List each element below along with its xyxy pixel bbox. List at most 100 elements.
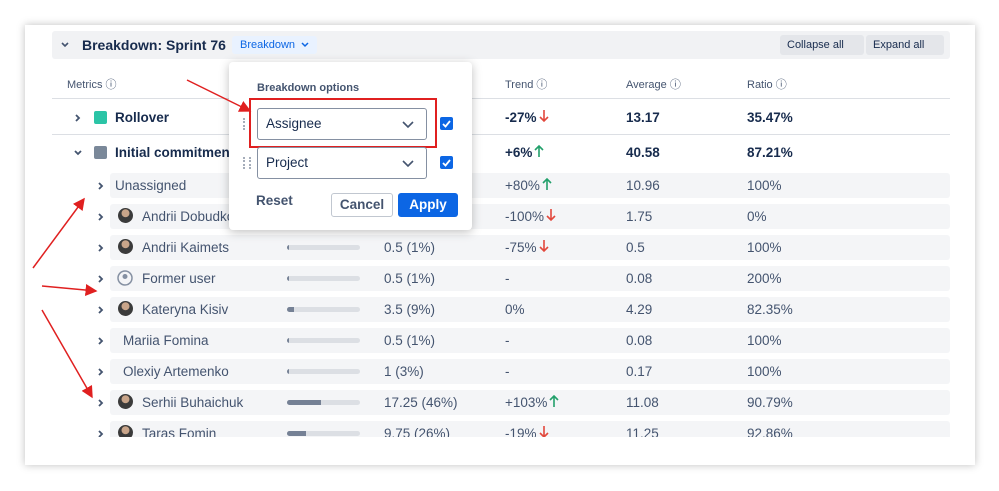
progress-track: [287, 245, 360, 250]
metric-name: Rollover: [115, 110, 170, 125]
chevron: [402, 160, 414, 168]
average: 40.58: [626, 145, 660, 160]
progress-fill: [287, 338, 289, 343]
reset-button[interactable]: Reset: [256, 193, 293, 208]
average: 11.08: [626, 395, 659, 410]
row-bg: [110, 235, 950, 260]
expand-chevron[interactable]: [96, 429, 106, 437]
row: Andrii Kaimets 0.5 (1%) -75% 0.5 100%: [52, 234, 950, 261]
average: 0.5: [626, 240, 645, 255]
progress-fill: [287, 431, 306, 436]
chevron-path: [98, 399, 104, 407]
trend: -19%: [505, 426, 537, 437]
expand-chevron[interactable]: [73, 148, 83, 158]
chevron-path: [75, 114, 81, 122]
arrow-path: [538, 110, 549, 123]
progress-fill: [287, 369, 290, 374]
metric-color: [94, 146, 107, 159]
ratio: 0%: [747, 209, 767, 224]
expand-chevron[interactable]: [96, 243, 106, 253]
cancel-button[interactable]: Cancel: [331, 193, 393, 217]
member-name: Andrii Dobudko: [142, 209, 235, 224]
arrow: [41, 284, 98, 297]
ratio: 87.21%: [747, 145, 793, 160]
value: 3.5 (9%): [384, 302, 436, 317]
expand-chevron[interactable]: [96, 336, 106, 346]
member-name: Olexiy Artemenko: [123, 364, 229, 379]
col-label: Trend: [505, 79, 534, 91]
member-name: Mariia Fomina: [123, 333, 209, 348]
chevron-path: [98, 275, 104, 283]
expand-chevron[interactable]: [96, 212, 106, 222]
row: Taras Fomin 9.75 (26%) -19% 11.25 92.86%: [52, 420, 950, 437]
popup-title: Breakdown options: [257, 82, 360, 94]
collapse-all[interactable]: Collapse all: [780, 35, 864, 55]
ratio: 100%: [747, 240, 782, 255]
member-name: Kateryna Kisiv: [142, 302, 229, 317]
ratio: 35.47%: [747, 110, 793, 125]
arrow: [32, 197, 85, 269]
avatar: [118, 394, 133, 409]
expand-chevron[interactable]: [96, 367, 106, 377]
select-label: Assignee: [266, 116, 322, 131]
arrow-path: [534, 144, 544, 157]
row: Former user 0.5 (1%) - 0.08 200%: [52, 265, 950, 292]
expand-chevron[interactable]: [73, 113, 83, 123]
member-name: Former user: [142, 271, 216, 286]
value: 1 (3%): [384, 364, 424, 379]
expand-label: Expand all: [873, 39, 925, 51]
ratio: 100%: [747, 178, 782, 193]
arrow: [186, 79, 252, 112]
breakdown-label: Breakdown: [240, 39, 296, 51]
row-bg: [110, 390, 950, 415]
expand-chevron[interactable]: [96, 274, 106, 284]
ratio: 100%: [747, 364, 782, 379]
chevron-path: [74, 150, 82, 156]
expand-chevron[interactable]: [96, 305, 106, 315]
member-name: Serhii Buhaichuk: [142, 395, 244, 410]
select[interactable]: Assignee: [257, 108, 427, 140]
progress-track: [287, 431, 360, 436]
row: Serhii Buhaichuk 17.25 (46%) +103% 11.08 90.…: [52, 389, 950, 416]
progress-fill: [287, 276, 289, 281]
average: 11.25: [626, 426, 659, 437]
row-bg: [110, 297, 950, 322]
member-name: Unassigned: [115, 178, 187, 193]
average: 0.17: [626, 364, 653, 379]
expand-chevron[interactable]: [96, 398, 106, 408]
breakdown-button[interactable]: Breakdown: [232, 36, 318, 54]
check: [442, 159, 451, 167]
select[interactable]: Project: [257, 147, 427, 179]
row-bg: [110, 266, 950, 291]
trend-arrow: [546, 209, 556, 222]
expand-chevron[interactable]: [96, 181, 106, 191]
row: Kateryna Kisiv 3.5 (9%) 0% 4.29 82.35%: [52, 296, 950, 323]
value: 0.5 (1%): [384, 240, 436, 255]
trend-arrow: [534, 144, 544, 157]
apply-button[interactable]: Apply: [398, 193, 458, 217]
row-bg: [110, 328, 950, 353]
metric-color: [94, 111, 107, 124]
chevron-path: [98, 430, 104, 437]
col-metrics: Metrics ⓘ: [67, 79, 117, 91]
member-name: Taras Fomin: [142, 426, 217, 437]
avatar: [118, 208, 133, 223]
average: 0.08: [626, 271, 653, 286]
checkbox[interactable]: [440, 117, 453, 130]
checkbox[interactable]: [440, 156, 453, 169]
progress-track: [287, 369, 360, 374]
trend: -: [505, 333, 510, 348]
trend-arrow: [538, 240, 549, 253]
collapse-chevron[interactable]: [60, 40, 70, 50]
average: 13.17: [626, 110, 660, 125]
trend: -27%: [505, 110, 537, 125]
value: 9.75 (26%): [384, 426, 451, 437]
col-ratio: Ratio ⓘ: [747, 79, 787, 91]
value: 17.25 (46%): [384, 395, 458, 410]
col-average: Average ⓘ: [626, 79, 681, 91]
ratio: 92.86%: [747, 426, 793, 437]
avatar: [118, 301, 133, 316]
expand-all[interactable]: Expand all: [866, 35, 945, 55]
